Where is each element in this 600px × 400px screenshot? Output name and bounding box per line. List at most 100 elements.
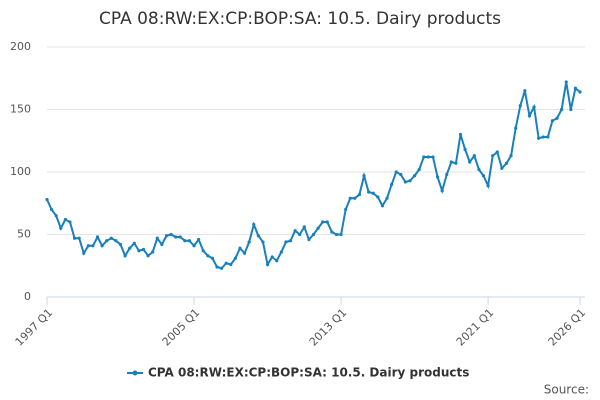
legend-marker (132, 370, 138, 376)
point (486, 184, 490, 188)
point (412, 174, 417, 178)
point (137, 249, 141, 253)
point (77, 236, 81, 240)
point (183, 239, 187, 243)
point (100, 244, 104, 248)
point (472, 154, 476, 158)
point (307, 237, 311, 242)
point (546, 135, 550, 139)
point (555, 116, 559, 120)
point (477, 167, 481, 172)
point (123, 254, 127, 258)
point (242, 251, 247, 255)
point (454, 161, 458, 165)
point (408, 179, 412, 183)
point (174, 235, 178, 239)
point (252, 222, 256, 227)
y-tick-label: 200 (10, 40, 31, 53)
point (210, 256, 215, 260)
point (187, 239, 192, 243)
point (59, 226, 63, 230)
point (468, 160, 472, 164)
point (261, 240, 265, 244)
point (500, 166, 504, 170)
point (541, 135, 545, 139)
x-tick-label: 2021 Q1 (454, 306, 497, 349)
point (256, 234, 260, 238)
point (316, 226, 320, 230)
point (114, 239, 118, 243)
point (422, 155, 426, 159)
point (569, 107, 573, 112)
point (321, 220, 325, 224)
legend-label: CPA 08:RW:EX:CP:BOP:SA: 10.5. Dairy prod… (148, 366, 469, 380)
point (385, 196, 389, 200)
point (72, 236, 77, 240)
point (357, 192, 362, 197)
point (49, 207, 54, 212)
point (91, 244, 95, 248)
point (68, 220, 72, 224)
point (109, 236, 113, 240)
point (362, 174, 366, 178)
point (298, 232, 302, 237)
point (334, 232, 339, 237)
point (192, 244, 196, 248)
y-tick-label: 150 (10, 103, 31, 116)
point (284, 240, 288, 244)
point (118, 242, 123, 247)
point (417, 167, 421, 172)
point (532, 105, 536, 109)
source: Source: (544, 383, 589, 397)
point (293, 229, 297, 233)
point (215, 265, 219, 269)
point (155, 236, 159, 240)
point (151, 250, 155, 254)
point (376, 195, 380, 199)
point (344, 207, 348, 212)
point (573, 86, 578, 90)
point (440, 189, 444, 193)
y-tick-label: 50 (17, 228, 31, 241)
point (367, 190, 371, 194)
point (523, 89, 527, 93)
x-tick-label: 2026 Q1 (546, 306, 589, 349)
point (481, 174, 486, 178)
point (270, 255, 274, 259)
point (380, 204, 385, 208)
point (279, 250, 283, 254)
point (206, 254, 210, 258)
point (224, 261, 228, 265)
y-tick-label: 100 (10, 165, 31, 178)
point (518, 104, 522, 108)
point (132, 241, 136, 245)
point (564, 80, 568, 84)
point (445, 172, 449, 177)
x-tick-label: 1997 Q1 (13, 306, 56, 349)
point (105, 239, 109, 243)
point (169, 232, 173, 237)
chart-title: CPA 08:RW:EX:CP:BOP:SA: 10.5. Dairy prod… (99, 9, 501, 29)
point (463, 147, 467, 152)
point (403, 180, 407, 184)
point (288, 239, 293, 243)
point (578, 90, 582, 94)
point (45, 197, 49, 202)
point (353, 196, 357, 200)
point (164, 234, 169, 238)
point (229, 262, 233, 267)
point (265, 262, 270, 267)
point (238, 246, 242, 250)
point (431, 155, 435, 159)
point (399, 172, 403, 177)
point (537, 136, 541, 140)
point (178, 235, 182, 239)
point (426, 155, 430, 159)
point (302, 225, 306, 229)
point (160, 242, 164, 247)
point (504, 161, 509, 165)
point (325, 220, 329, 224)
point (141, 247, 146, 252)
point (275, 259, 279, 263)
point (394, 170, 398, 174)
